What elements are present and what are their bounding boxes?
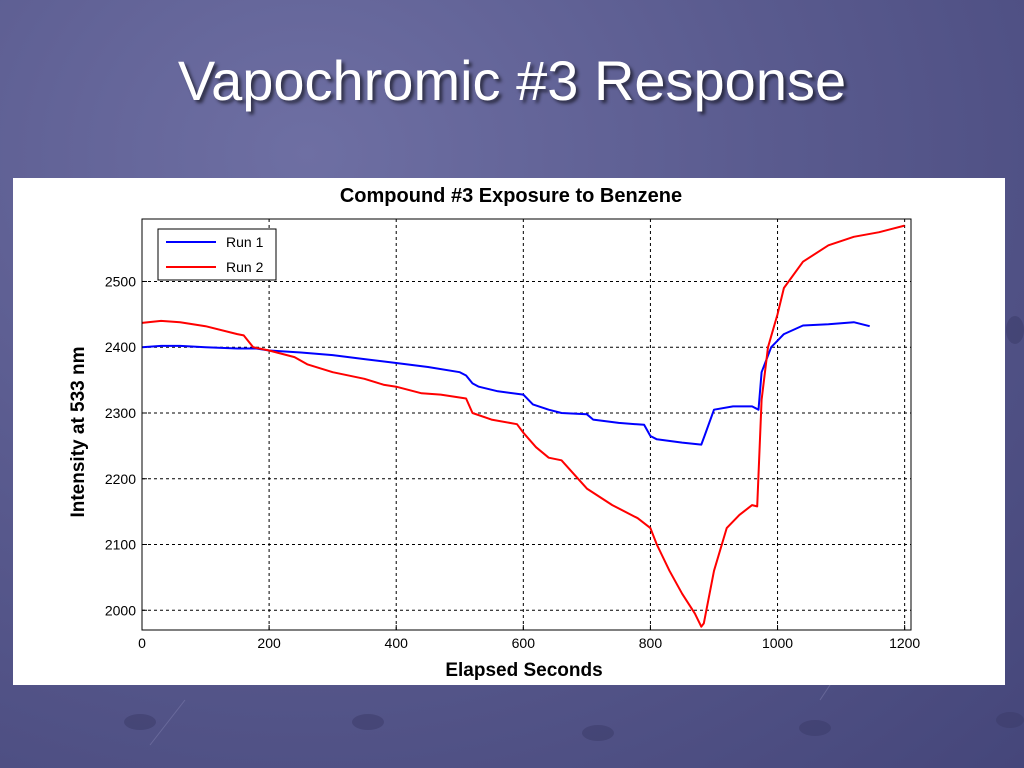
y-tick-label: 2100 [105,537,136,553]
x-tick-label: 600 [512,635,536,651]
legend: Run 1 Run 2 [157,228,277,281]
chart-title: Compound #3 Exposure to Benzene [340,185,682,207]
y-tick-label: 2200 [105,471,136,487]
y-tick-label: 2000 [105,602,136,618]
y-tick-label: 2400 [105,339,136,355]
series-group [141,224,905,628]
grid [142,219,911,630]
x-tick-label: 1000 [762,635,793,651]
chart-panel: Compound #3 Exposure to Benzene Elapsed … [13,178,1005,685]
legend-label: Run 1 [226,234,264,250]
line-chart: Compound #3 Exposure to Benzene Elapsed … [68,185,921,681]
y-axis-label: Intensity at 533 nm [68,346,89,517]
x-tick-label: 400 [385,635,409,651]
x-tick-label: 1200 [889,635,920,651]
x-tick-label: 200 [257,635,281,651]
slide-title: Vapochromic #3 Response [177,49,847,112]
y-tick-label: 2300 [105,405,136,421]
plot-frame [141,218,912,631]
series-line-run-1 [141,321,870,446]
x-tick-label: 800 [639,635,663,651]
legend-box [157,228,277,281]
axis-ticks: 0 200 400 600 800 1000 1200 2000 2100 2200 2300 240… [105,273,921,651]
legend-label: Run 2 [226,259,264,275]
series-line-run-2 [141,224,905,628]
x-axis-label: Elapsed Seconds [445,660,602,681]
x-tick-label: 0 [138,635,146,651]
y-tick-label: 2500 [105,273,136,289]
